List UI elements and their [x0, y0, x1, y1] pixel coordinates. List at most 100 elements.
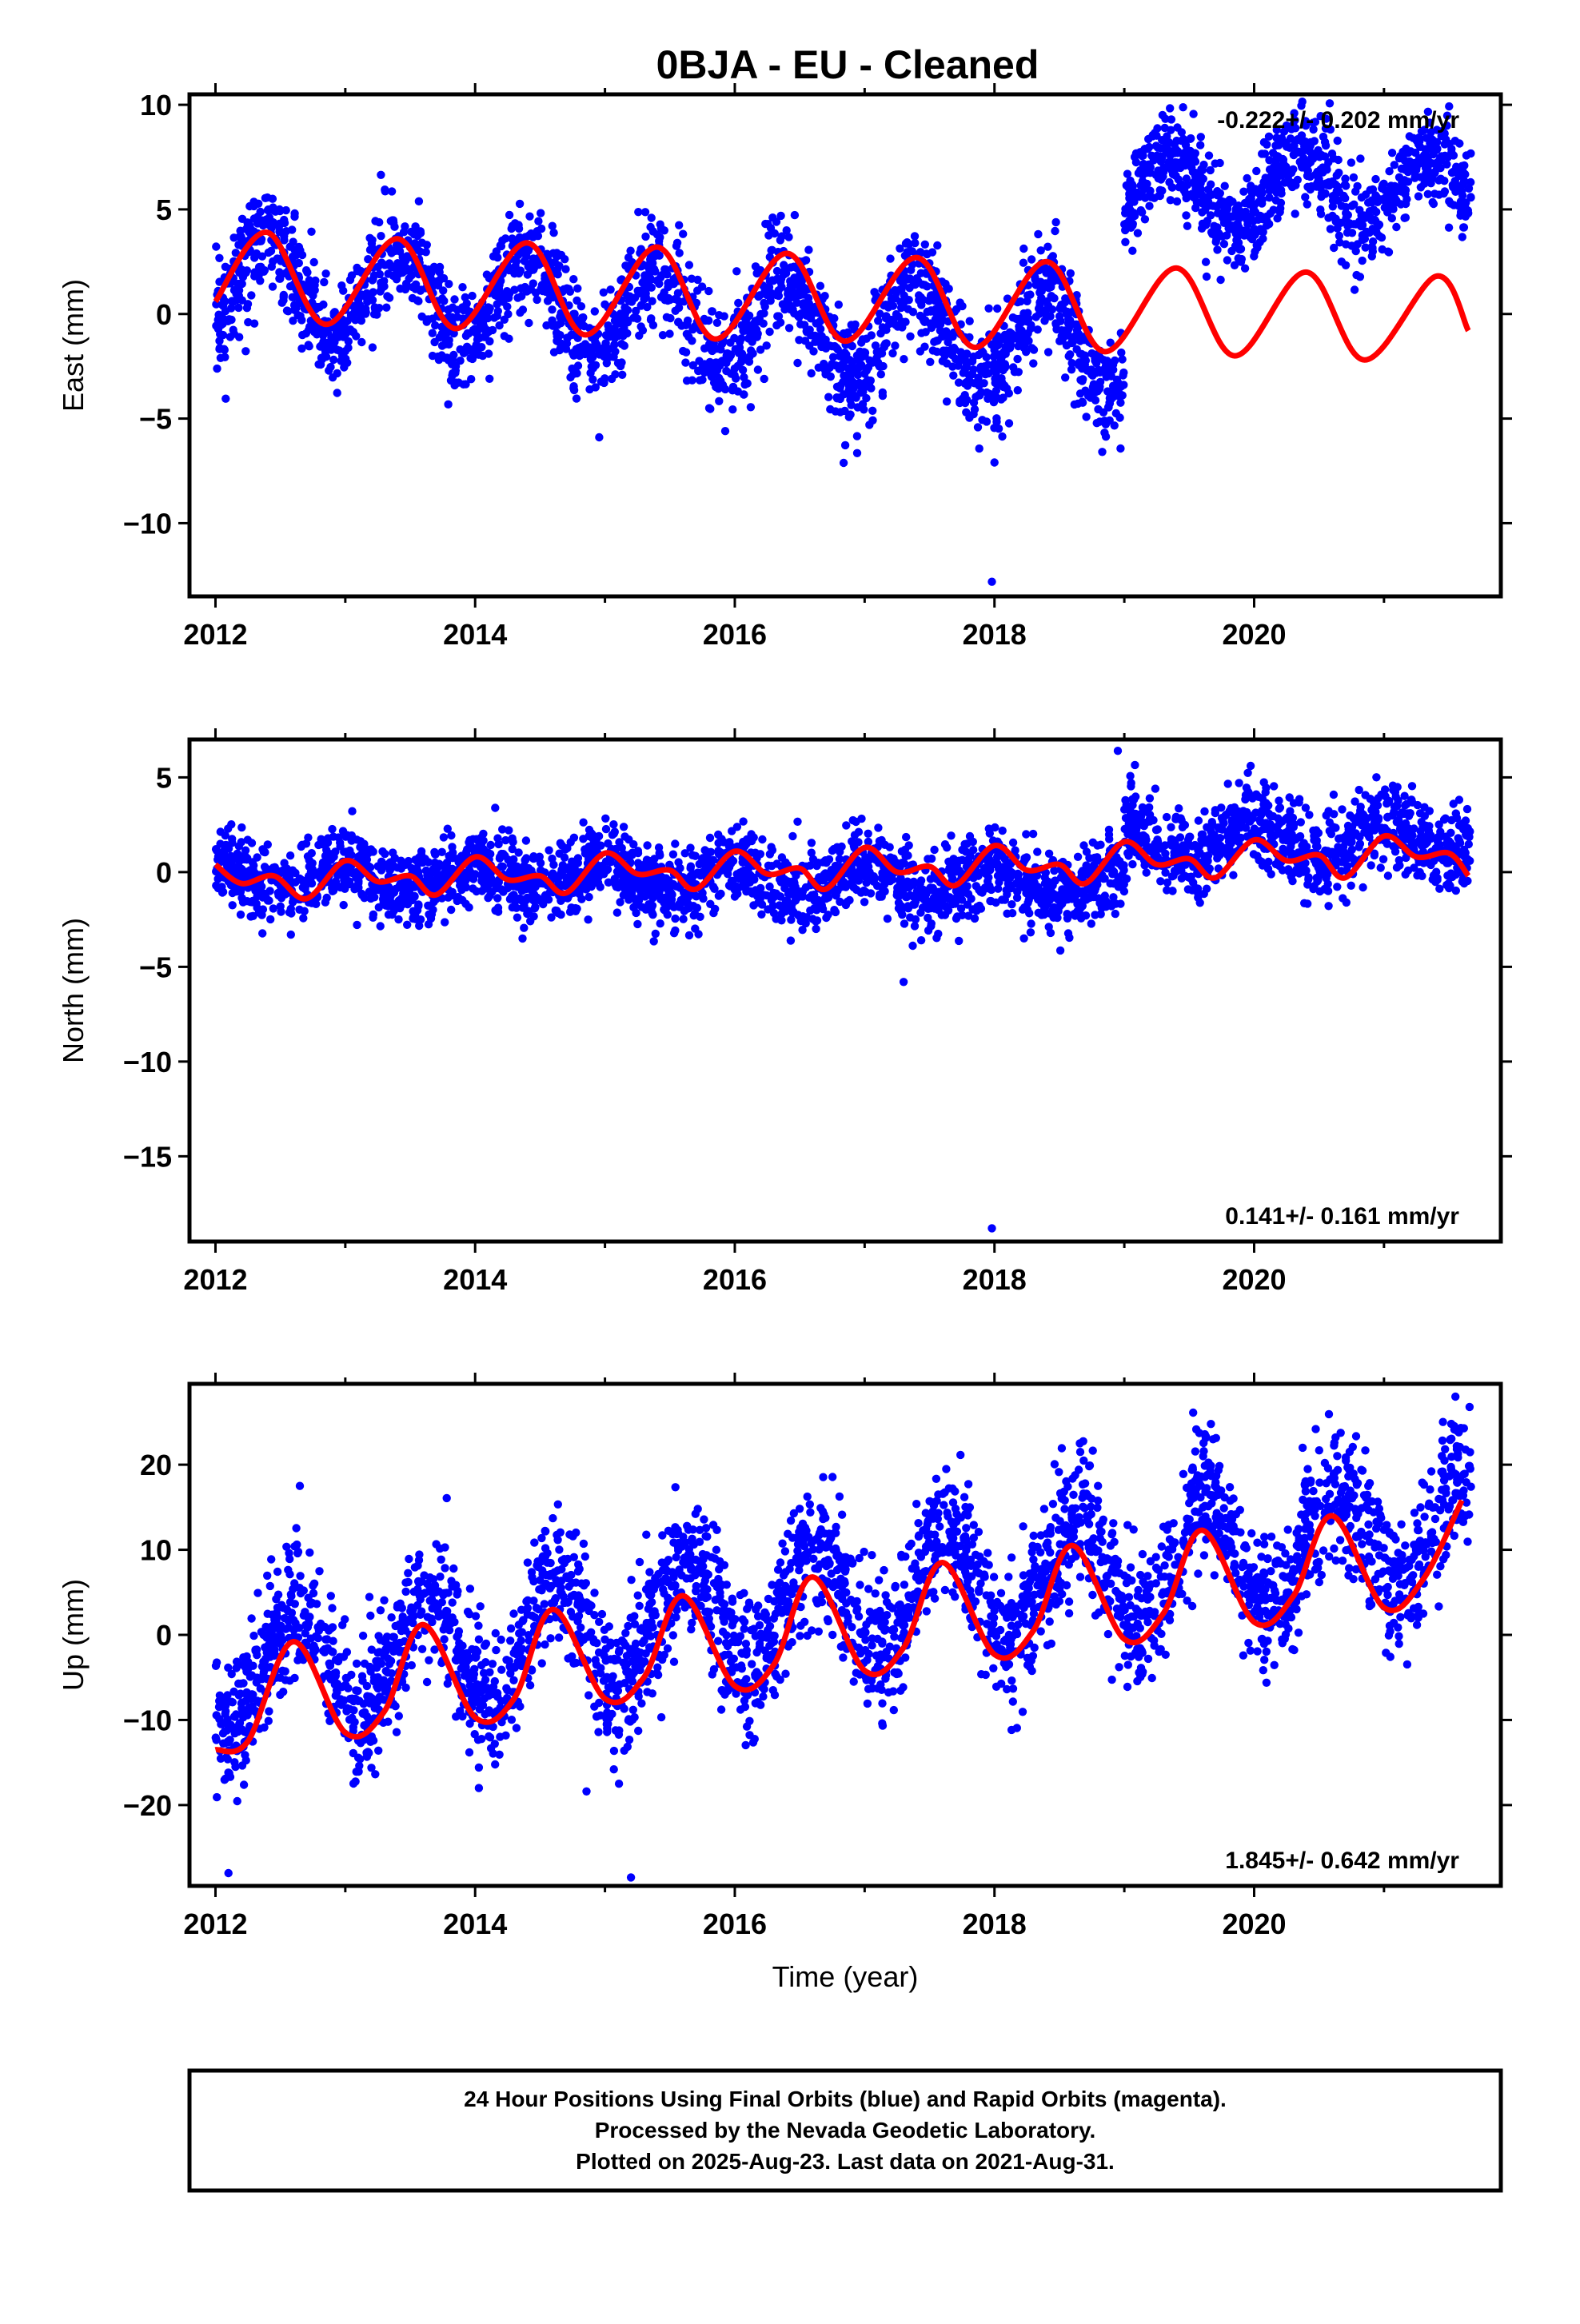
data-point: [865, 421, 873, 429]
data-point: [1067, 269, 1075, 277]
data-point: [321, 269, 329, 277]
data-point: [440, 833, 448, 841]
data-point: [438, 341, 446, 349]
data-point: [941, 840, 949, 848]
data-point: [1455, 139, 1463, 147]
data-point: [302, 266, 310, 274]
data-point: [1251, 208, 1259, 216]
y-tick-label: −10: [123, 507, 172, 540]
data-point: [773, 275, 781, 283]
data-point: [468, 292, 476, 300]
data-point: [848, 401, 856, 409]
data-point: [1243, 198, 1251, 206]
data-point: [1323, 165, 1331, 173]
data-point: [1456, 212, 1464, 220]
data-point: [793, 818, 801, 826]
data-point: [264, 896, 272, 904]
data-point: [592, 341, 600, 349]
data-point: [713, 319, 721, 327]
data-point: [922, 249, 930, 257]
data-point: [1003, 910, 1011, 918]
data-point: [1414, 192, 1422, 200]
data-point: [1211, 159, 1219, 167]
data-point: [681, 358, 689, 366]
data-point: [298, 251, 306, 259]
data-point: [736, 337, 744, 345]
data-point: [1052, 325, 1060, 333]
data-point: [1279, 156, 1287, 164]
data-point: [740, 390, 748, 398]
data-point: [1214, 209, 1222, 217]
data-point: [297, 316, 305, 324]
data-point: [335, 346, 343, 354]
data-point: [215, 855, 223, 863]
data-point: [999, 393, 1007, 401]
data-point: [1027, 919, 1035, 927]
data-point: [351, 316, 359, 324]
data-point: [1132, 158, 1140, 166]
data-point: [1061, 373, 1069, 381]
data-point: [413, 232, 421, 240]
data-point: [377, 279, 385, 287]
data-point: [685, 261, 693, 269]
data-point: [1091, 854, 1099, 862]
data-point: [1105, 366, 1113, 374]
rate-label: -0.222+/- 0.202 mm/yr: [1217, 107, 1459, 134]
data-point: [706, 834, 714, 842]
data-point: [1351, 285, 1359, 293]
data-point: [1026, 290, 1034, 298]
data-point: [1284, 176, 1292, 184]
data-point: [1466, 193, 1474, 201]
data-point: [1038, 283, 1046, 291]
data-point: [1171, 140, 1179, 148]
outlier-point: [988, 578, 995, 586]
data-point: [1067, 337, 1075, 345]
data-point: [1272, 134, 1280, 142]
data-point: [1260, 138, 1268, 146]
data-point: [553, 249, 561, 257]
data-point: [1462, 151, 1470, 159]
data-point: [1202, 258, 1210, 266]
data-point: [643, 277, 651, 285]
data-point: [1441, 140, 1449, 148]
data-point: [1119, 371, 1127, 379]
data-point: [672, 295, 680, 303]
data-point: [1334, 197, 1342, 205]
data-point: [708, 347, 716, 355]
data-point: [557, 345, 565, 353]
data-point: [684, 333, 692, 341]
data-point: [953, 912, 961, 920]
data-point: [517, 284, 525, 292]
data-point: [232, 290, 240, 298]
data-point: [394, 247, 402, 255]
data-point: [676, 249, 684, 257]
data-point: [715, 374, 723, 382]
data-point: [1064, 325, 1072, 333]
data-point: [391, 854, 399, 862]
data-point: [836, 352, 844, 360]
data-point: [832, 393, 840, 401]
data-point: [768, 213, 776, 221]
data-point: [396, 285, 404, 293]
data-point: [788, 832, 796, 840]
data-point: [262, 215, 270, 223]
data-point: [464, 329, 472, 337]
data-point: [269, 203, 277, 211]
data-point: [860, 405, 868, 413]
data-point: [1117, 349, 1125, 357]
data-point: [812, 332, 820, 340]
data-point: [936, 310, 944, 318]
data-point: [884, 915, 892, 923]
data-point: [820, 292, 828, 300]
data-point: [643, 841, 651, 849]
data-point: [1199, 161, 1207, 169]
data-point: [696, 871, 704, 879]
data-point: [241, 347, 249, 355]
data-point: [1430, 169, 1438, 177]
data-point: [1277, 189, 1285, 197]
x-tick-label: 2016: [703, 618, 767, 651]
data-point: [461, 348, 469, 356]
data-point: [797, 309, 805, 317]
data-point: [245, 202, 253, 210]
data-point: [1387, 201, 1395, 209]
